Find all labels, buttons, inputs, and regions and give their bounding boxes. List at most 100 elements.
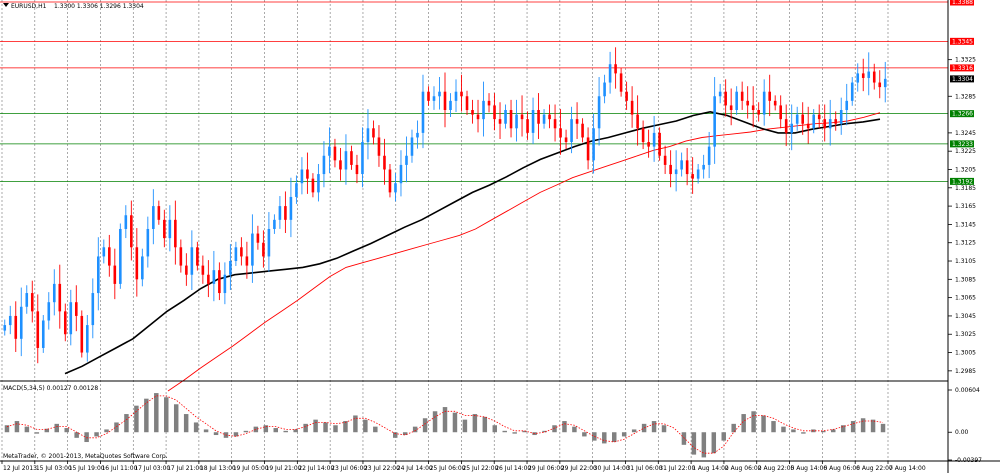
candle-body xyxy=(586,137,590,161)
candle-body xyxy=(328,146,331,156)
candle-body xyxy=(856,73,860,83)
candle-body xyxy=(52,283,56,303)
price-scale: 1.33251.32851.32451.32251.32051.31851.31… xyxy=(948,57,976,375)
candle-body xyxy=(449,100,452,110)
candle-body xyxy=(735,91,738,110)
candle-body xyxy=(878,82,882,88)
candle-body xyxy=(74,302,78,316)
candle-body xyxy=(828,119,832,129)
candle-body xyxy=(289,196,293,220)
candle-body xyxy=(168,219,172,239)
candle-body xyxy=(762,91,766,115)
candle-body xyxy=(278,206,282,220)
candle-body xyxy=(14,315,18,339)
candle-body xyxy=(531,110,535,133)
candle-body xyxy=(652,132,656,147)
time-tick-label: 6 Aug 06:00 xyxy=(823,465,860,472)
time-tick-label: 29 Jul 06:00 xyxy=(528,465,564,472)
candle-body xyxy=(724,91,727,106)
candle-body xyxy=(399,164,403,184)
candle-body xyxy=(80,315,84,353)
price-tick-label: 1.2985 xyxy=(955,368,976,375)
candle-body xyxy=(729,105,733,110)
price-tick-label: 1.3165 xyxy=(955,203,976,210)
resistance-level-tag xyxy=(950,64,974,72)
candle-body xyxy=(355,164,359,175)
candle-body xyxy=(630,100,634,115)
macd-tick-label: 0.00604 xyxy=(955,387,980,394)
grid xyxy=(1,0,889,461)
candle-body xyxy=(751,105,755,110)
candle-body xyxy=(526,119,529,133)
candle-body xyxy=(119,228,122,284)
price-tick-label: 1.3205 xyxy=(955,166,976,173)
candle-body xyxy=(850,82,854,101)
candle-body xyxy=(674,169,678,175)
candle-body xyxy=(619,73,623,92)
current-price-label: 1.3304 xyxy=(952,76,973,83)
time-tick-label: 15 Jul 03:00 xyxy=(36,465,72,472)
time-tick-label: 25 Jul 22:00 xyxy=(462,465,498,472)
candle-body xyxy=(482,100,485,120)
candle-body xyxy=(614,64,617,74)
candle-body xyxy=(113,265,117,284)
candle-body xyxy=(669,164,672,175)
collapse-triangle-icon[interactable] xyxy=(3,3,9,7)
candle-body xyxy=(658,132,661,156)
candle-body xyxy=(438,91,441,97)
candle-body xyxy=(663,155,667,165)
candles xyxy=(3,47,887,364)
copyright-text: MetaTrader, © 2001-2013, MetaQuotes Soft… xyxy=(3,453,168,460)
price-tick-label: 1.3105 xyxy=(955,258,976,265)
candle-body xyxy=(537,110,540,124)
candle-body xyxy=(19,306,23,339)
candle-body xyxy=(757,110,760,115)
candle-body xyxy=(300,169,304,184)
candle-body xyxy=(680,160,683,170)
price-tick-label: 1.3085 xyxy=(955,276,976,283)
candle-body xyxy=(372,128,375,138)
price-tick-label: 1.3045 xyxy=(955,313,976,320)
candle-body xyxy=(636,114,639,129)
candle-body xyxy=(883,78,887,88)
candle-body xyxy=(251,233,254,266)
candle-body xyxy=(817,114,821,120)
candle-body xyxy=(317,174,320,193)
candle-body xyxy=(185,265,188,275)
candle-body xyxy=(410,137,414,156)
candle-body xyxy=(872,71,876,83)
candle-body xyxy=(779,105,782,120)
candle-body xyxy=(223,274,227,294)
candle-body xyxy=(69,302,73,335)
candle-body xyxy=(784,119,788,133)
candle-body xyxy=(592,128,595,161)
candle-body xyxy=(493,105,496,120)
candle-body xyxy=(476,114,480,120)
time-tick-label: 31 Jul 06:00 xyxy=(626,465,662,472)
candle-body xyxy=(553,119,557,129)
candle-body xyxy=(201,265,205,275)
candle-body xyxy=(812,114,816,129)
support-level-tag xyxy=(950,110,974,118)
time-tick-label: 2 Aug 22:00 xyxy=(758,465,795,472)
candle-body xyxy=(124,215,128,229)
candle-body xyxy=(333,146,337,161)
candle-body xyxy=(713,96,716,147)
price-tick-label: 1.3225 xyxy=(955,148,976,155)
candle-body xyxy=(559,128,562,138)
candle-body xyxy=(570,119,573,143)
time-tick-label: 24 Jul 14:00 xyxy=(397,465,433,472)
candle-body xyxy=(229,261,232,275)
candle-body xyxy=(163,219,166,239)
candle-body xyxy=(141,256,144,280)
time-tick-label: 17 Jul 03:00 xyxy=(134,465,170,472)
candle-body xyxy=(498,119,502,124)
candle-body xyxy=(218,270,221,294)
candle-body xyxy=(350,151,353,165)
candle-body xyxy=(47,302,51,321)
horizontal-levels[interactable]: 1.3388 1.3345 1.3316 1.3266 1.3233 1.3192 1.33… xyxy=(0,0,974,185)
candle-body xyxy=(718,91,722,97)
price-tick-label: 1.3185 xyxy=(955,185,976,192)
time-tick-label: 23 Jul 22:00 xyxy=(364,465,400,472)
